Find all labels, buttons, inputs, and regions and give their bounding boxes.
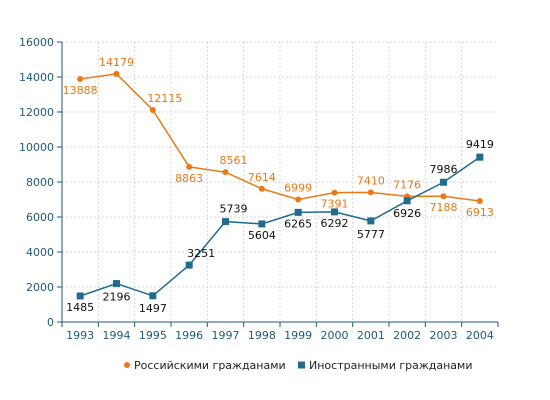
data-label-foreign: 6292	[321, 217, 349, 230]
data-point-foreign	[258, 220, 266, 228]
x-tick-label: 1999	[284, 329, 312, 342]
data-point-foreign	[222, 218, 229, 226]
data-label-russian: 8863	[175, 172, 203, 185]
x-tick-label: 1995	[139, 329, 167, 342]
data-label-russian: 13888	[63, 84, 98, 97]
data-label-russian: 14179	[99, 56, 134, 69]
legend-label-russian: Российскими гражданами	[134, 359, 286, 372]
x-tick-label: 1997	[212, 329, 240, 342]
data-point-foreign	[476, 153, 484, 161]
data-label-foreign: 6265	[284, 217, 312, 230]
x-tick-label: 1998	[248, 329, 276, 342]
x-tick-label: 1994	[103, 329, 131, 342]
y-tick-label: 6000	[26, 211, 54, 224]
data-point-foreign	[185, 261, 193, 269]
y-tick-label: 4000	[26, 246, 54, 259]
data-label-russian: 7614	[248, 171, 276, 184]
data-point-foreign	[331, 208, 338, 216]
y-tick-label: 8000	[26, 176, 54, 189]
x-tick-label: 2004	[466, 329, 494, 342]
data-point-foreign	[294, 208, 302, 216]
data-label-foreign: 1497	[139, 302, 167, 315]
data-point-russian	[258, 185, 265, 192]
data-label-russian: 6999	[284, 182, 312, 195]
y-tick-label: 14000	[19, 71, 54, 84]
data-point-foreign	[149, 292, 157, 300]
x-tick-label: 2000	[321, 329, 349, 342]
data-point-russian	[222, 169, 229, 176]
data-label-foreign: 9419	[466, 138, 494, 151]
data-point-foreign	[403, 197, 411, 205]
x-tick-label: 1993	[66, 329, 94, 342]
data-point-foreign	[113, 280, 120, 288]
data-label-foreign: 6926	[393, 207, 421, 220]
data-label-foreign: 2196	[103, 291, 131, 304]
data-label-russian: 6913	[466, 206, 494, 219]
data-label-foreign: 5604	[248, 229, 276, 242]
data-label-foreign: 5739	[220, 203, 248, 216]
data-point-russian	[476, 198, 483, 205]
y-tick-label: 2000	[26, 281, 54, 294]
data-point-foreign	[367, 217, 375, 225]
data-point-russian	[440, 193, 447, 200]
legend-marker-foreign	[298, 361, 305, 369]
series-line-russian	[80, 73, 480, 202]
data-label-foreign: 1485	[66, 301, 94, 314]
y-tick-label: 16000	[19, 36, 54, 49]
data-label-russian: 8561	[220, 154, 248, 167]
data-point-russian	[149, 106, 156, 113]
series-line-foreign	[79, 156, 481, 297]
x-tick-label: 2001	[357, 329, 385, 342]
data-point-russian	[367, 189, 374, 196]
data-point-russian	[113, 70, 120, 77]
data-label-russian: 7188	[430, 201, 458, 214]
legend-label-foreign: Иностранными гражданами	[309, 359, 472, 372]
data-point-russian	[331, 189, 338, 196]
y-tick-label: 10000	[19, 141, 54, 154]
y-tick-label: 0	[47, 316, 54, 329]
data-label-russian: 12115	[147, 92, 182, 105]
data-point-foreign	[76, 292, 84, 300]
data-point-foreign	[440, 178, 447, 186]
y-tick-label: 12000	[19, 106, 54, 119]
data-label-russian: 7391	[321, 198, 349, 211]
data-label-foreign: 7986	[430, 163, 458, 176]
data-label-foreign: 5777	[357, 228, 385, 241]
data-label-russian: 7410	[357, 174, 385, 187]
legend-marker-russian	[124, 362, 130, 368]
data-label-russian: 7176	[393, 178, 421, 191]
data-point-russian	[77, 75, 84, 82]
x-tick-label: 2002	[393, 329, 421, 342]
data-point-russian	[186, 163, 193, 170]
data-point-russian	[295, 196, 302, 203]
x-tick-label: 2003	[430, 329, 458, 342]
x-tick-label: 1996	[175, 329, 203, 342]
data-label-foreign: 3251	[187, 247, 215, 260]
